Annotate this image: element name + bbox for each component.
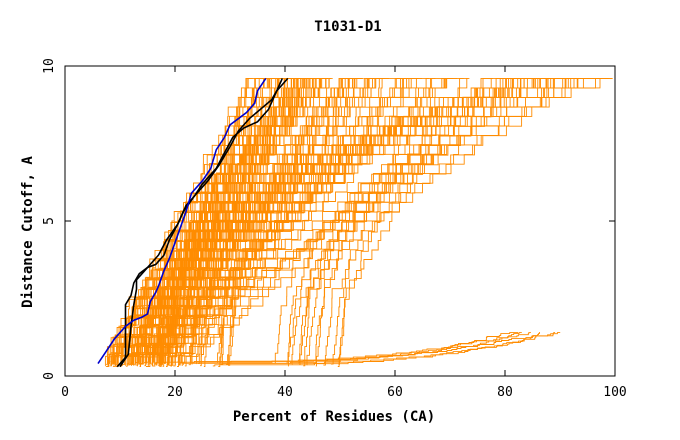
orange-series-line [338, 77, 603, 365]
orange-series-line [315, 77, 530, 367]
series-layer [104, 77, 613, 368]
y-axis-label: Distance Cutoff, A [20, 156, 36, 308]
x-tick-label: 40 [277, 385, 293, 400]
orange-series-line [198, 77, 529, 365]
orange-series-line [170, 77, 343, 367]
orange-series-line [167, 77, 562, 364]
orange-series-line [106, 77, 280, 367]
orange-series-line [182, 332, 531, 365]
tick-layer: 0 20 40 60 80 100 0 5 10 [42, 58, 627, 400]
x-tick-label: 100 [603, 385, 626, 400]
black-2-series-line [119, 78, 284, 368]
blue-series-line [97, 77, 267, 365]
x-tick-label: 20 [167, 385, 183, 400]
x-tick-label: 0 [61, 385, 69, 400]
x-tick-label: 60 [387, 385, 403, 400]
x-tick-label: 80 [497, 385, 513, 400]
orange-series-line [212, 332, 556, 367]
orange-series-line [323, 77, 607, 366]
orange-series-line [291, 77, 598, 365]
orange-series-line [220, 77, 597, 364]
x-axis-label: Percent of Residues (CA) [233, 409, 435, 425]
y-tick-label: 5 [42, 217, 57, 225]
orange-series-line [220, 332, 561, 365]
chart-title: T1031-D1 [314, 19, 381, 35]
y-tick-label: 0 [42, 372, 57, 380]
highlight-layer [97, 77, 289, 368]
orange-series-line [274, 77, 613, 364]
y-tick-label: 10 [42, 58, 57, 74]
